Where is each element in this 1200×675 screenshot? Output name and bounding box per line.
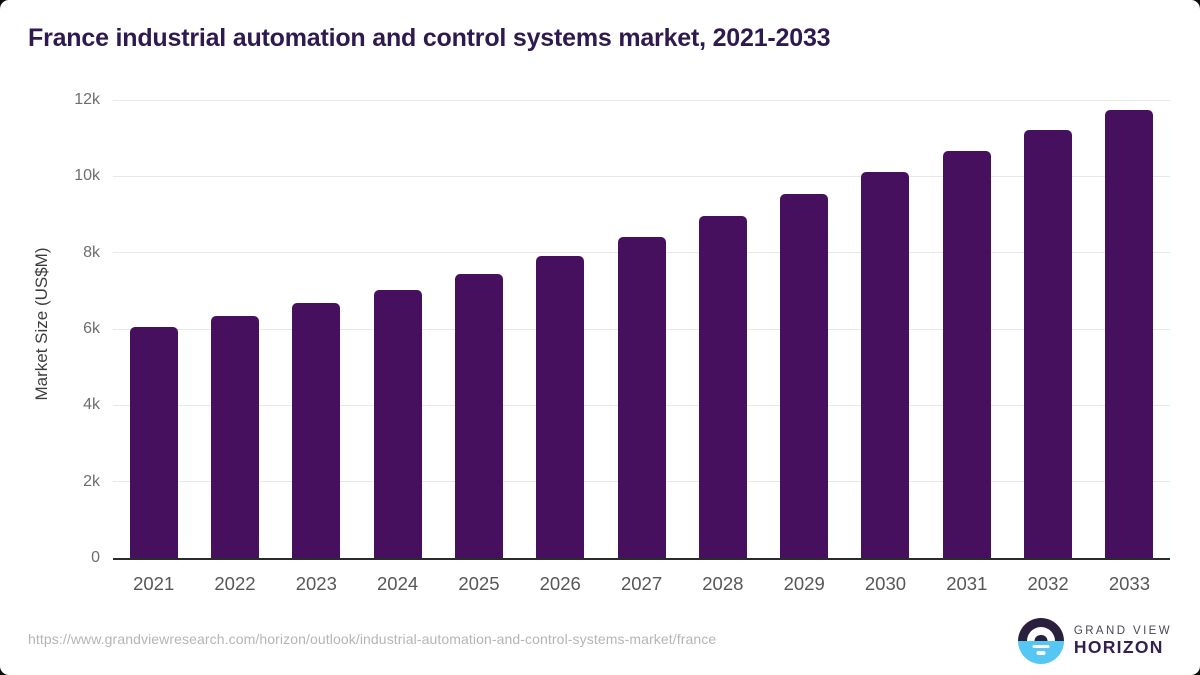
bar-slot-2032 <box>1007 100 1088 558</box>
bar-slot-2025 <box>438 100 519 558</box>
bar-2029[interactable] <box>780 194 829 558</box>
bar-slot-2027 <box>601 100 682 558</box>
plot-area <box>113 99 1170 560</box>
bar-slot-2028 <box>682 100 763 558</box>
x-tick-label-2023: 2023 <box>295 573 337 594</box>
x-tick-label-2033: 2033 <box>1108 573 1150 594</box>
horizon-sun-icon <box>1017 618 1064 664</box>
x-tick-label-2028: 2028 <box>702 573 744 594</box>
source-url: https://www.grandviewresearch.com/horizo… <box>28 631 717 647</box>
logo-text: GRAND VIEW HORIZON <box>1074 625 1172 658</box>
x-tick-label-2021: 2021 <box>133 573 175 594</box>
bar-2032[interactable] <box>1024 129 1073 558</box>
y-tick-label-6k: 6k <box>83 320 100 337</box>
x-tick-label-2024: 2024 <box>377 573 419 594</box>
bar-2024[interactable] <box>373 289 422 558</box>
y-tick-label-0: 0 <box>91 549 100 566</box>
logo-product-name: HORIZON <box>1073 637 1164 658</box>
bar-series <box>113 100 1170 558</box>
x-tick-label-2031: 2031 <box>946 573 988 594</box>
bar-slot-2021 <box>113 100 194 558</box>
bar-2025[interactable] <box>454 273 503 558</box>
bar-2022[interactable] <box>210 316 259 558</box>
y-tick-label-8k: 8k <box>83 243 100 261</box>
y-axis: 0 2k 4k 6k 8k 10k 12k <box>0 91 100 566</box>
x-tick-label-2026: 2026 <box>539 573 581 594</box>
bar-slot-2023 <box>276 100 357 558</box>
bar-slot-2030 <box>845 100 926 558</box>
y-tick-label-4k: 4k <box>83 396 100 414</box>
x-tick-label-2032: 2032 <box>1027 573 1069 594</box>
bar-2033[interactable] <box>1105 110 1154 558</box>
bar-2026[interactable] <box>536 255 585 558</box>
bar-2021[interactable] <box>129 327 178 558</box>
x-tick-label-2027: 2027 <box>620 573 663 594</box>
x-tick-label-2022: 2022 <box>214 573 256 594</box>
grand-view-horizon-logo: GRAND VIEW HORIZON <box>1017 618 1172 664</box>
bar-2023[interactable] <box>292 303 341 558</box>
x-axis: 2021 2022 2023 2024 2025 2026 2027 2028 2029 2030… <box>113 573 1170 595</box>
bar-slot-2029 <box>764 100 845 558</box>
y-tick-label-12k: 12k <box>74 91 100 108</box>
bar-slot-2024 <box>357 100 438 558</box>
logo-brand-name: GRAND VIEW <box>1073 624 1172 637</box>
bar-2028[interactable] <box>698 215 747 558</box>
x-tick-label-2029: 2029 <box>783 573 825 594</box>
bar-slot-2022 <box>194 100 275 558</box>
chart-title: France industrial automation and control… <box>28 24 831 52</box>
bar-slot-2031 <box>926 100 1007 558</box>
bar-2030[interactable] <box>861 172 910 558</box>
x-tick-label-2025: 2025 <box>458 573 500 594</box>
x-tick-label-2030: 2030 <box>864 573 907 594</box>
gridline-10k <box>113 175 1170 177</box>
y-tick-label-2k: 2k <box>83 472 100 490</box>
y-tick-label-10k: 10k <box>74 167 100 185</box>
bar-2031[interactable] <box>942 150 991 558</box>
bar-2027[interactable] <box>617 236 666 558</box>
bar-slot-2033 <box>1089 100 1170 558</box>
gridline-12k <box>113 99 1170 101</box>
bar-slot-2026 <box>520 100 601 558</box>
